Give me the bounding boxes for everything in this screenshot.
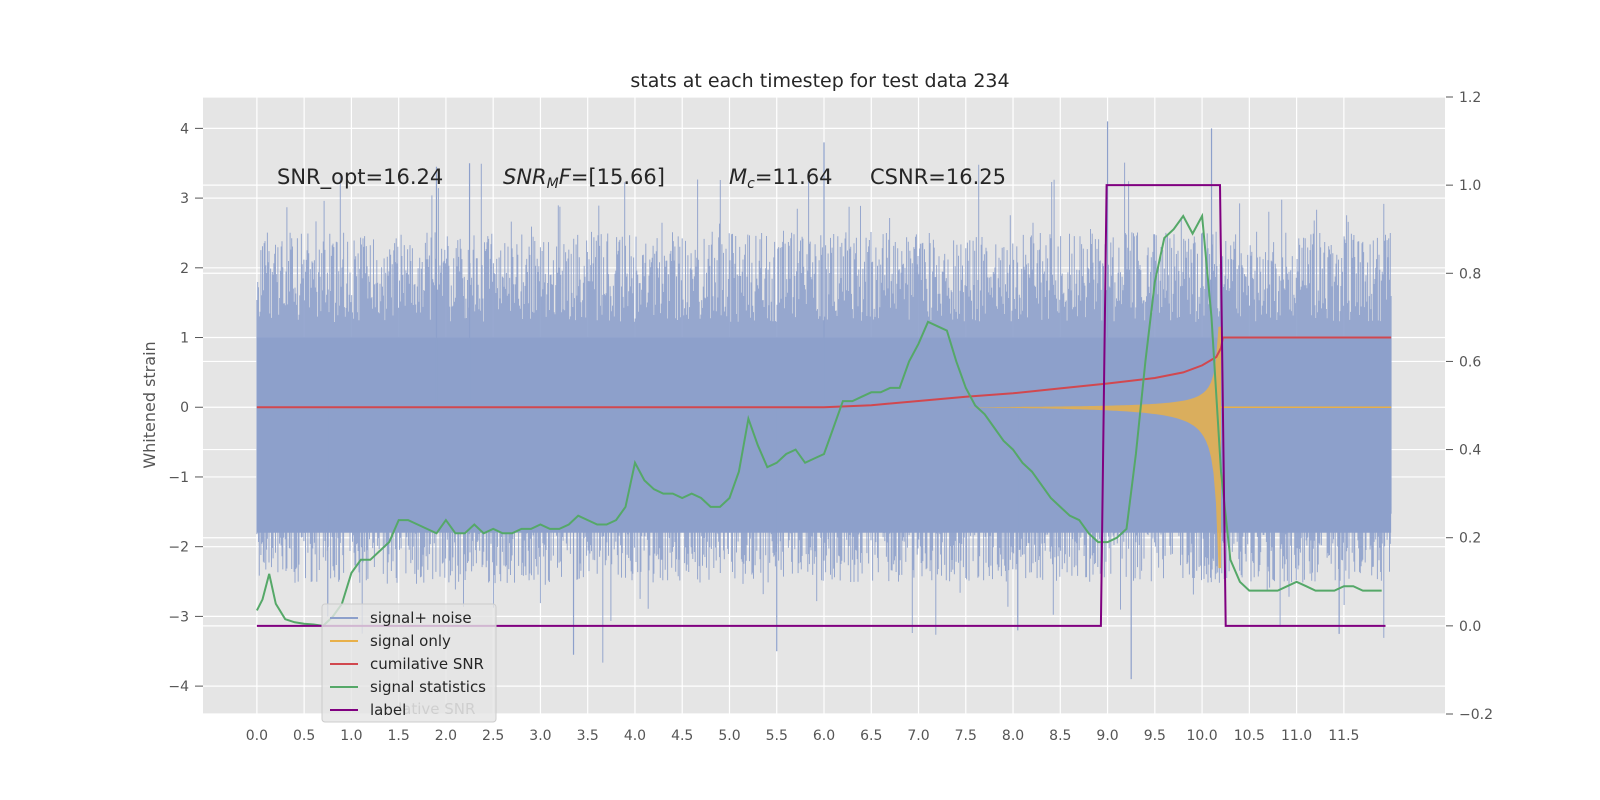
y2-axis-ticks: 1.2 1.0 0.8 0.6 0.4 0.2 0.0 −0.2 xyxy=(1446,90,1493,723)
y2-tick-label: 0.4 xyxy=(1459,443,1481,459)
snr-mf-symbol: SNR xyxy=(503,165,547,189)
x-tick-label: 5.0 xyxy=(718,728,740,744)
mc-symbol: M xyxy=(729,165,747,189)
y-tick-label: −4 xyxy=(168,679,189,695)
legend-label: signal statistics xyxy=(370,678,486,696)
x-tick-label: 1.5 xyxy=(388,728,410,744)
series-label-line xyxy=(256,184,1386,627)
y2-tick-label: 0.2 xyxy=(1459,531,1481,547)
x-tick-label: 7.5 xyxy=(955,728,977,744)
x-tick-label: 6.5 xyxy=(860,728,882,744)
y2-tick-label: 1.0 xyxy=(1459,178,1481,194)
x-tick-label: 3.0 xyxy=(529,728,551,744)
y2-tick-label: −0.2 xyxy=(1459,707,1493,723)
series-signal-noise xyxy=(256,121,1392,680)
y-tick-label: 4 xyxy=(180,121,189,137)
series-signal-statistics-line xyxy=(256,212,1382,627)
x-tick-label: 0.5 xyxy=(293,728,315,744)
snr-mf-value: =[15.66] xyxy=(571,165,665,189)
mc-subscript: c xyxy=(747,176,755,192)
x-tick-label: 8.5 xyxy=(1049,728,1071,744)
y-tick-label: −3 xyxy=(168,609,189,625)
snr-mf-tail: F xyxy=(559,165,572,189)
x-axis-ticks: 0.0 0.5 1.0 1.5 2.0 2.5 3.0 3.5 4.0 4.5 5.0 5.5 6.0 6… xyxy=(246,728,1360,744)
y-tick-label: −2 xyxy=(168,540,189,556)
y-tick-label: −1 xyxy=(168,470,189,486)
chart-title: stats at each timestep for test data 234 xyxy=(630,70,1009,92)
legend: lative SNR signal+ noise signal only cumil… xyxy=(321,603,497,723)
legend-label: signal only xyxy=(370,632,451,650)
y-tick-label: 2 xyxy=(180,261,189,277)
x-tick-label: 5.5 xyxy=(766,728,788,744)
y2-tick-label: 1.2 xyxy=(1459,90,1481,106)
snr-mf-subscript: M xyxy=(547,176,559,192)
legend-label: cumilative SNR xyxy=(370,655,484,673)
x-tick-label: 10.5 xyxy=(1234,728,1265,744)
x-tick-label: 4.0 xyxy=(624,728,646,744)
x-tick-label: 8.0 xyxy=(1002,728,1024,744)
x-tick-label: 0.0 xyxy=(246,728,268,744)
y-axis-ticks: 4 3 2 1 0 −1 −2 −3 −4 xyxy=(168,121,203,695)
y2-tick-label: 0.6 xyxy=(1459,354,1481,370)
x-tick-label: 9.5 xyxy=(1144,728,1166,744)
legend-residual-text: lative SNR xyxy=(398,700,475,718)
annotation-mc: Mc=11.64 xyxy=(729,165,833,192)
legend-label: label xyxy=(370,701,406,719)
x-tick-label: 11.0 xyxy=(1281,728,1312,744)
y-tick-label: 3 xyxy=(180,191,189,207)
y-tick-label: 1 xyxy=(180,331,189,347)
y2-tick-label: 0.8 xyxy=(1459,266,1481,282)
x-tick-label: 3.5 xyxy=(577,728,599,744)
y2-tick-label: 0.0 xyxy=(1459,619,1481,635)
x-tick-label: 2.5 xyxy=(482,728,504,744)
y-tick-label: 0 xyxy=(180,400,189,416)
annotation-csnr: CSNR=16.25 xyxy=(870,165,1006,189)
x-tick-label: 7.0 xyxy=(907,728,929,744)
y-axis-label: Whitened strain xyxy=(140,341,159,468)
series-cumulative-snr-line xyxy=(256,336,1392,409)
x-tick-label: 9.0 xyxy=(1096,728,1118,744)
mc-value: =11.64 xyxy=(755,165,833,189)
annotation-snr-mf: SNRMF=[15.66] xyxy=(503,165,665,192)
series-signal-only xyxy=(824,326,1392,569)
legend-box xyxy=(321,603,497,723)
annotation-snr-opt: SNR_opt=16.24 xyxy=(277,165,443,190)
legend-label: signal+ noise xyxy=(370,609,472,627)
legend-items: signal+ noise signal only cumilative SNR si… xyxy=(330,609,486,719)
x-tick-label: 6.0 xyxy=(813,728,835,744)
x-tick-label: 10.0 xyxy=(1186,728,1217,744)
x-tick-label: 1.0 xyxy=(340,728,362,744)
x-tick-label: 4.5 xyxy=(671,728,693,744)
x-tick-label: 11.5 xyxy=(1328,728,1359,744)
x-tick-label: 2.0 xyxy=(435,728,457,744)
